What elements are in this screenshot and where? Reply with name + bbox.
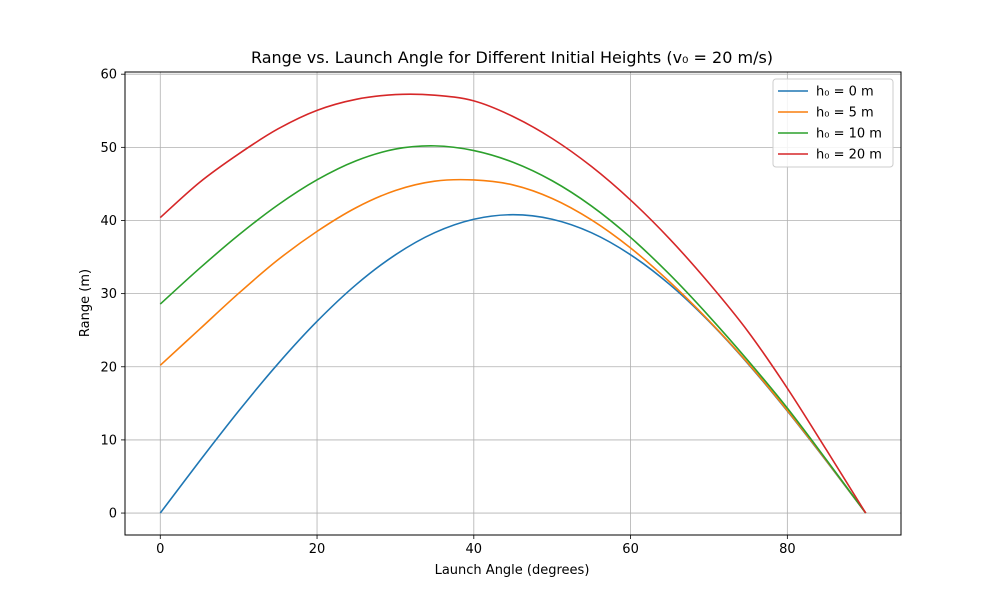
legend-box	[772, 78, 894, 168]
y-tick-label: 60	[100, 68, 117, 83]
legend-label: h₀ = 10 m	[816, 127, 882, 142]
series-line-1	[159, 178, 867, 514]
x-tick-label: 60	[622, 542, 639, 557]
x-tick-label: 40	[466, 542, 483, 557]
plot-frame	[124, 71, 902, 536]
legend-label: h₀ = 20 m	[816, 148, 882, 163]
y-tick-label: 10	[100, 433, 117, 448]
y-tick-label: 20	[100, 360, 117, 375]
y-tick-label: 0	[109, 507, 117, 522]
x-tick-label: 20	[309, 542, 326, 557]
y-tick-label: 50	[100, 141, 117, 156]
chart-title: Range vs. Launch Angle for Different Ini…	[251, 48, 773, 67]
series-line-2	[159, 145, 867, 514]
y-tick-label: 40	[100, 214, 117, 229]
legend-label: h₀ = 5 m	[816, 106, 874, 121]
legend: h₀ = 0 m h₀ = 5 m h₀ = 10 m h₀ = 20 m	[772, 78, 894, 168]
y-axis-ticks: 0 10 20 30 40 50 60	[100, 68, 125, 522]
y-axis-label: Range (m)	[78, 269, 93, 337]
series-lines	[159, 93, 867, 514]
x-axis-ticks: 0 20 40 60 80	[156, 535, 796, 557]
legend-label: h₀ = 0 m	[816, 85, 874, 100]
x-tick-label: 80	[779, 542, 796, 557]
series-line-3	[159, 93, 867, 514]
y-tick-label: 30	[100, 287, 117, 302]
x-axis-label: Launch Angle (degrees)	[435, 563, 590, 578]
x-tick-label: 0	[156, 542, 164, 557]
grid	[125, 72, 901, 535]
